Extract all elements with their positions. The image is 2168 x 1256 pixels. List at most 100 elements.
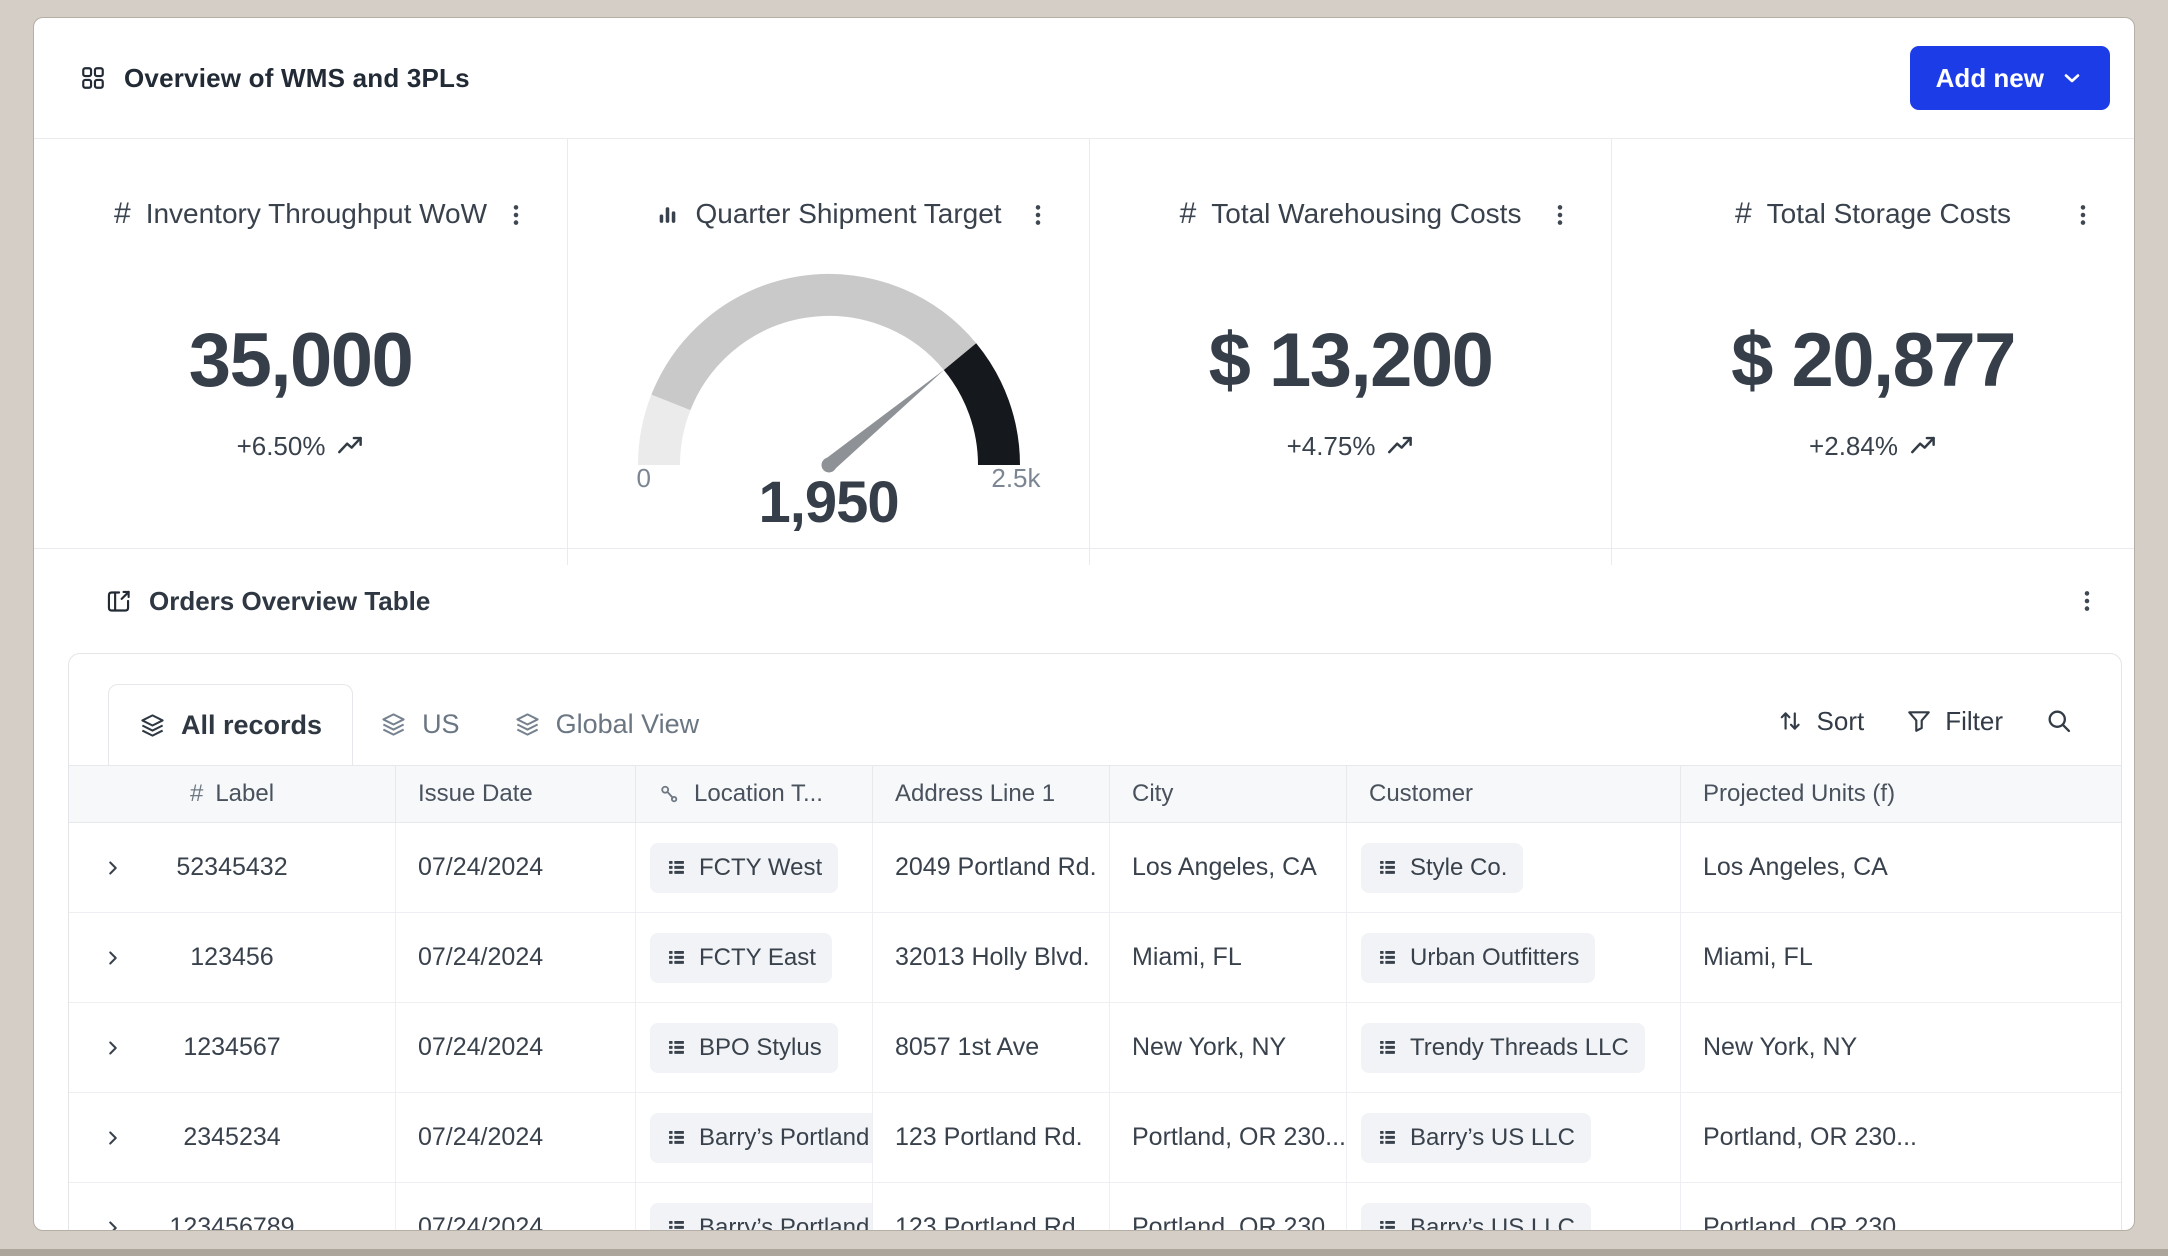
linked-record-pill[interactable]: BPO Stylus	[650, 1023, 838, 1073]
cell-text: 2049 Portland Rd.	[895, 853, 1097, 882]
number-field-icon: #	[1735, 199, 1752, 229]
table-row: 1234567 07/24/2024 BPO Stylus 8057 1st A…	[69, 1003, 2121, 1093]
column-header-issue-date: Issue Date	[396, 766, 636, 822]
kpi-head: # Total Storage Costs	[1612, 197, 2134, 231]
kpi-card-shipment-gauge: Quarter Shipment Target 0 2.5k 1,950	[568, 139, 1090, 565]
orders-header: Orders Overview Table	[105, 579, 2104, 623]
column-header-projected-units: Projected Units (f)	[1681, 766, 2121, 822]
kebab-menu-button[interactable]	[499, 198, 533, 232]
mini-table-icon	[666, 857, 687, 878]
mini-table-icon	[1377, 1127, 1398, 1148]
kebab-menu-button[interactable]	[1543, 198, 1577, 232]
kpi-row: # Inventory Throughput WoW 35,000 +6.50%	[34, 139, 2134, 549]
orders-title-group: Orders Overview Table	[105, 586, 430, 617]
kebab-menu-button[interactable]	[2066, 198, 2100, 232]
linked-record-pill[interactable]: Barry’s US LLC	[1361, 1203, 1591, 1232]
cell-text: 52345432	[176, 853, 287, 882]
kebab-icon	[1547, 200, 1573, 230]
filter-button[interactable]: Filter	[1906, 706, 2003, 737]
number-field-icon: #	[1180, 199, 1197, 229]
cell-city: Los Angeles, CA	[1110, 823, 1347, 912]
search-icon	[2045, 707, 2073, 735]
row-expand-button[interactable]	[95, 850, 131, 886]
kpi-card-storage: # Total Storage Costs $ 20,877 +2.84%	[1612, 139, 2134, 565]
table-header-row: # Label Issue Date Location T... Address…	[69, 766, 2121, 823]
gauge-needle	[824, 369, 944, 470]
cell-projected-units: Miami, FL	[1681, 913, 2121, 1002]
sort-label: Sort	[1817, 706, 1865, 737]
column-header-text: Customer	[1369, 780, 1473, 808]
mini-table-icon	[666, 1127, 687, 1148]
cell-issue-date: 07/24/2024	[396, 913, 636, 1002]
cell-text: 1234567	[183, 1033, 280, 1062]
kpi-delta-text: +2.84%	[1809, 431, 1898, 462]
pill-text: Barry’s US LLC	[1410, 1214, 1575, 1232]
filter-label: Filter	[1945, 706, 2003, 737]
cell-text: Los Angeles, CA	[1703, 853, 1888, 882]
cell-customer: Urban Outfitters	[1347, 913, 1681, 1002]
tab-label: All records	[181, 710, 322, 741]
cell-location: Barry’s Portland	[636, 1183, 873, 1231]
linked-record-pill[interactable]: Trendy Threads LLC	[1361, 1023, 1645, 1073]
kpi-delta: +2.84%	[1612, 431, 2134, 462]
kpi-delta: +4.75%	[1090, 431, 1611, 462]
tab-us[interactable]: US	[353, 684, 487, 765]
cell-issue-date: 07/24/2024	[396, 1183, 636, 1231]
cell-text: Portland, OR 230...	[1132, 1213, 1346, 1231]
row-expand-button[interactable]	[95, 1120, 131, 1156]
linked-record-pill[interactable]: FCTY West	[650, 843, 838, 893]
cell-text: Los Angeles, CA	[1132, 853, 1317, 882]
cell-location: FCTY West	[636, 823, 873, 912]
trending-up-icon	[337, 433, 364, 460]
chevron-right-icon	[102, 1037, 124, 1059]
linked-record-pill[interactable]: Barry’s Portland	[650, 1203, 873, 1232]
chevron-right-icon	[102, 1127, 124, 1149]
cell-address: 123 Portland Rd.	[873, 1093, 1110, 1182]
gauge-chart: 0 2.5k 1,950	[629, 265, 1029, 565]
kebab-icon	[2074, 586, 2100, 616]
gauge-value: 1,950	[629, 469, 1029, 536]
linked-record-pill[interactable]: Barry’s US LLC	[1361, 1113, 1591, 1163]
pill-text: Barry’s Portland	[699, 1124, 869, 1152]
cell-address: 2049 Portland Rd.	[873, 823, 1110, 912]
expand-table-icon	[105, 588, 132, 615]
row-expand-button[interactable]	[95, 1030, 131, 1066]
cell-text: 123456	[190, 943, 273, 972]
linked-record-pill[interactable]: Barry’s Portland	[650, 1113, 873, 1163]
cell-text: 32013 Holly Blvd.	[895, 943, 1090, 972]
cell-projected-units: Portland, OR 230...	[1681, 1093, 2121, 1182]
layers-icon	[380, 711, 407, 738]
mini-table-icon	[1377, 947, 1398, 968]
linked-record-pill[interactable]: Style Co.	[1361, 843, 1523, 893]
trending-up-icon	[1387, 433, 1414, 460]
orders-kebab-button[interactable]	[2070, 584, 2104, 618]
kebab-menu-button[interactable]	[1021, 198, 1055, 232]
column-header-text: City	[1132, 780, 1173, 808]
tab-global-view[interactable]: Global View	[487, 684, 727, 765]
row-expand-button[interactable]	[95, 940, 131, 976]
search-button[interactable]	[2045, 707, 2073, 735]
title-group: Overview of WMS and 3PLs	[80, 63, 470, 94]
cell-city: Miami, FL	[1110, 913, 1347, 1002]
linked-record-pill[interactable]: FCTY East	[650, 933, 832, 983]
add-new-button[interactable]: Add new	[1910, 46, 2110, 110]
cell-text: 123 Portland Rd.	[895, 1213, 1083, 1231]
row-expand-button[interactable]	[95, 1210, 131, 1232]
gauge-arc	[629, 265, 1029, 477]
cell-label: 123456789	[69, 1183, 396, 1231]
kpi-title: Inventory Throughput WoW	[146, 198, 487, 230]
mini-table-icon	[1377, 1037, 1398, 1058]
pill-text: Trendy Threads LLC	[1410, 1034, 1629, 1062]
mini-table-icon	[1377, 1217, 1398, 1231]
app-window: Overview of WMS and 3PLs Add new # Inven…	[33, 17, 2135, 1231]
mini-table-icon	[666, 947, 687, 968]
sort-button[interactable]: Sort	[1778, 706, 1865, 737]
pill-text: BPO Stylus	[699, 1034, 822, 1062]
linked-record-pill[interactable]: Urban Outfitters	[1361, 933, 1595, 983]
cell-projected-units: Los Angeles, CA	[1681, 823, 2121, 912]
pill-text: Barry’s Portland	[699, 1214, 869, 1232]
cell-text: Portland, OR 230...	[1132, 1123, 1346, 1152]
kpi-value: 35,000	[34, 323, 567, 399]
pill-text: FCTY East	[699, 944, 816, 972]
tab-all-records[interactable]: All records	[108, 684, 353, 765]
